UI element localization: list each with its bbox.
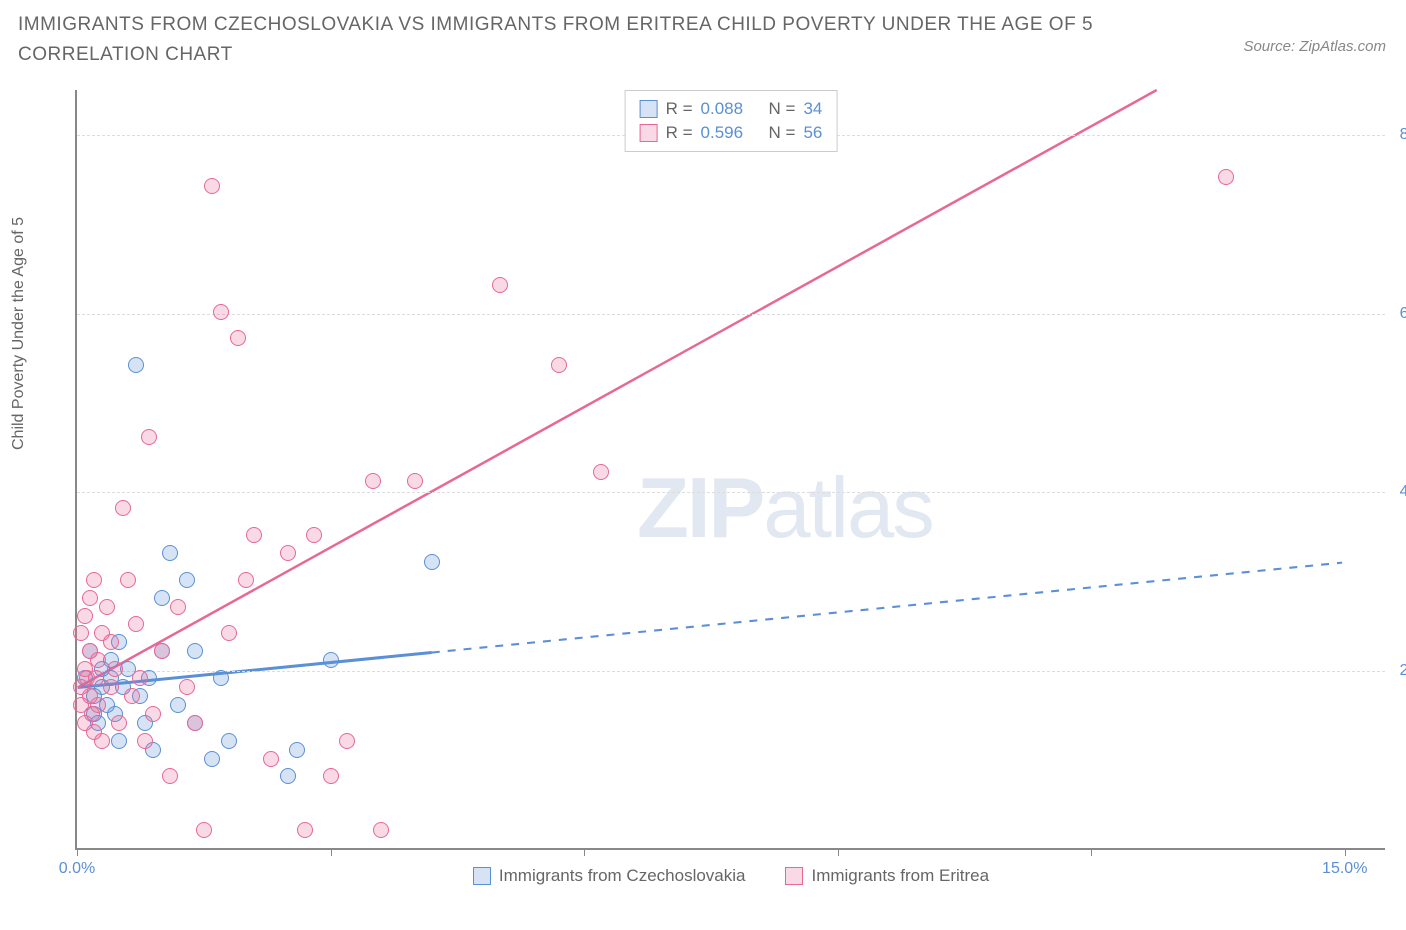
y-tick-label: 40.0% bbox=[1400, 483, 1406, 501]
data-point bbox=[170, 599, 186, 615]
x-tick bbox=[838, 848, 839, 856]
data-point bbox=[238, 572, 254, 588]
gridline bbox=[77, 492, 1385, 493]
r-value: 0.596 bbox=[701, 121, 744, 145]
x-tick bbox=[331, 848, 332, 856]
data-point bbox=[103, 679, 119, 695]
data-point bbox=[263, 751, 279, 767]
data-point bbox=[179, 572, 195, 588]
data-point bbox=[154, 643, 170, 659]
data-point bbox=[90, 652, 106, 668]
swatch-icon bbox=[473, 867, 491, 885]
data-point bbox=[407, 473, 423, 489]
r-value: 0.088 bbox=[701, 97, 744, 121]
data-point bbox=[221, 625, 237, 641]
data-point bbox=[111, 715, 127, 731]
data-point bbox=[230, 330, 246, 346]
data-point bbox=[339, 733, 355, 749]
correlation-legend: R = 0.088 N = 34 R = 0.596 N = 56 bbox=[625, 90, 838, 152]
data-point bbox=[221, 733, 237, 749]
data-point bbox=[306, 527, 322, 543]
data-point bbox=[196, 822, 212, 838]
scatter-plot: ZIPatlas R = 0.088 N = 34 R = 0.596 N = … bbox=[75, 90, 1385, 850]
data-point bbox=[115, 500, 131, 516]
data-point bbox=[86, 572, 102, 588]
data-point bbox=[424, 554, 440, 570]
x-tick bbox=[77, 848, 78, 856]
data-point bbox=[280, 768, 296, 784]
data-point bbox=[280, 545, 296, 561]
data-point bbox=[213, 304, 229, 320]
data-point bbox=[551, 357, 567, 373]
chart-title: IMMIGRANTS FROM CZECHOSLOVAKIA VS IMMIGR… bbox=[18, 10, 1118, 70]
data-point bbox=[154, 590, 170, 606]
data-point bbox=[187, 715, 203, 731]
data-point bbox=[162, 768, 178, 784]
legend-row: R = 0.088 N = 34 bbox=[640, 97, 823, 121]
data-point bbox=[365, 473, 381, 489]
watermark: ZIPatlas bbox=[637, 460, 933, 558]
data-point bbox=[373, 822, 389, 838]
data-point bbox=[82, 590, 98, 606]
data-point bbox=[289, 742, 305, 758]
swatch-icon bbox=[640, 100, 658, 118]
swatch-icon bbox=[640, 124, 658, 142]
data-point bbox=[145, 706, 161, 722]
data-point bbox=[297, 822, 313, 838]
data-point bbox=[323, 768, 339, 784]
n-value: 56 bbox=[803, 121, 822, 145]
y-tick-label: 20.0% bbox=[1400, 662, 1406, 680]
data-point bbox=[187, 643, 203, 659]
trend-lines bbox=[77, 90, 1385, 848]
data-point bbox=[120, 572, 136, 588]
legend-item: Immigrants from Eritrea bbox=[785, 866, 989, 886]
data-point bbox=[94, 733, 110, 749]
series-name: Immigrants from Eritrea bbox=[811, 866, 989, 886]
data-point bbox=[246, 527, 262, 543]
swatch-icon bbox=[785, 867, 803, 885]
data-point bbox=[204, 751, 220, 767]
n-value: 34 bbox=[803, 97, 822, 121]
data-point bbox=[132, 670, 148, 686]
x-tick bbox=[1091, 848, 1092, 856]
data-point bbox=[111, 733, 127, 749]
source-credit: Source: ZipAtlas.com bbox=[1243, 38, 1386, 55]
series-legend: Immigrants from Czechoslovakia Immigrant… bbox=[77, 866, 1385, 886]
x-tick bbox=[1345, 848, 1346, 856]
header: IMMIGRANTS FROM CZECHOSLOVAKIA VS IMMIGR… bbox=[18, 10, 1388, 70]
data-point bbox=[128, 357, 144, 373]
data-point bbox=[162, 545, 178, 561]
data-point bbox=[90, 697, 106, 713]
gridline bbox=[77, 671, 1385, 672]
data-point bbox=[107, 661, 123, 677]
data-point bbox=[73, 625, 89, 641]
data-point bbox=[99, 599, 115, 615]
legend-item: Immigrants from Czechoslovakia bbox=[473, 866, 746, 886]
x-tick-label: 0.0% bbox=[59, 860, 95, 878]
data-point bbox=[593, 464, 609, 480]
data-point bbox=[137, 733, 153, 749]
data-point bbox=[141, 429, 157, 445]
data-point bbox=[213, 670, 229, 686]
x-tick-label: 15.0% bbox=[1322, 860, 1367, 878]
data-point bbox=[204, 178, 220, 194]
data-point bbox=[77, 608, 93, 624]
data-point bbox=[124, 688, 140, 704]
y-tick-label: 80.0% bbox=[1400, 126, 1406, 144]
y-axis-label: Child Poverty Under the Age of 5 bbox=[10, 217, 28, 450]
data-point bbox=[88, 670, 104, 686]
data-point bbox=[128, 616, 144, 632]
data-point bbox=[103, 634, 119, 650]
legend-row: R = 0.596 N = 56 bbox=[640, 121, 823, 145]
x-tick bbox=[584, 848, 585, 856]
data-point bbox=[170, 697, 186, 713]
series-name: Immigrants from Czechoslovakia bbox=[499, 866, 746, 886]
data-point bbox=[179, 679, 195, 695]
y-tick-label: 60.0% bbox=[1400, 305, 1406, 323]
data-point bbox=[323, 652, 339, 668]
data-point bbox=[1218, 169, 1234, 185]
data-point bbox=[492, 277, 508, 293]
gridline bbox=[77, 314, 1385, 315]
